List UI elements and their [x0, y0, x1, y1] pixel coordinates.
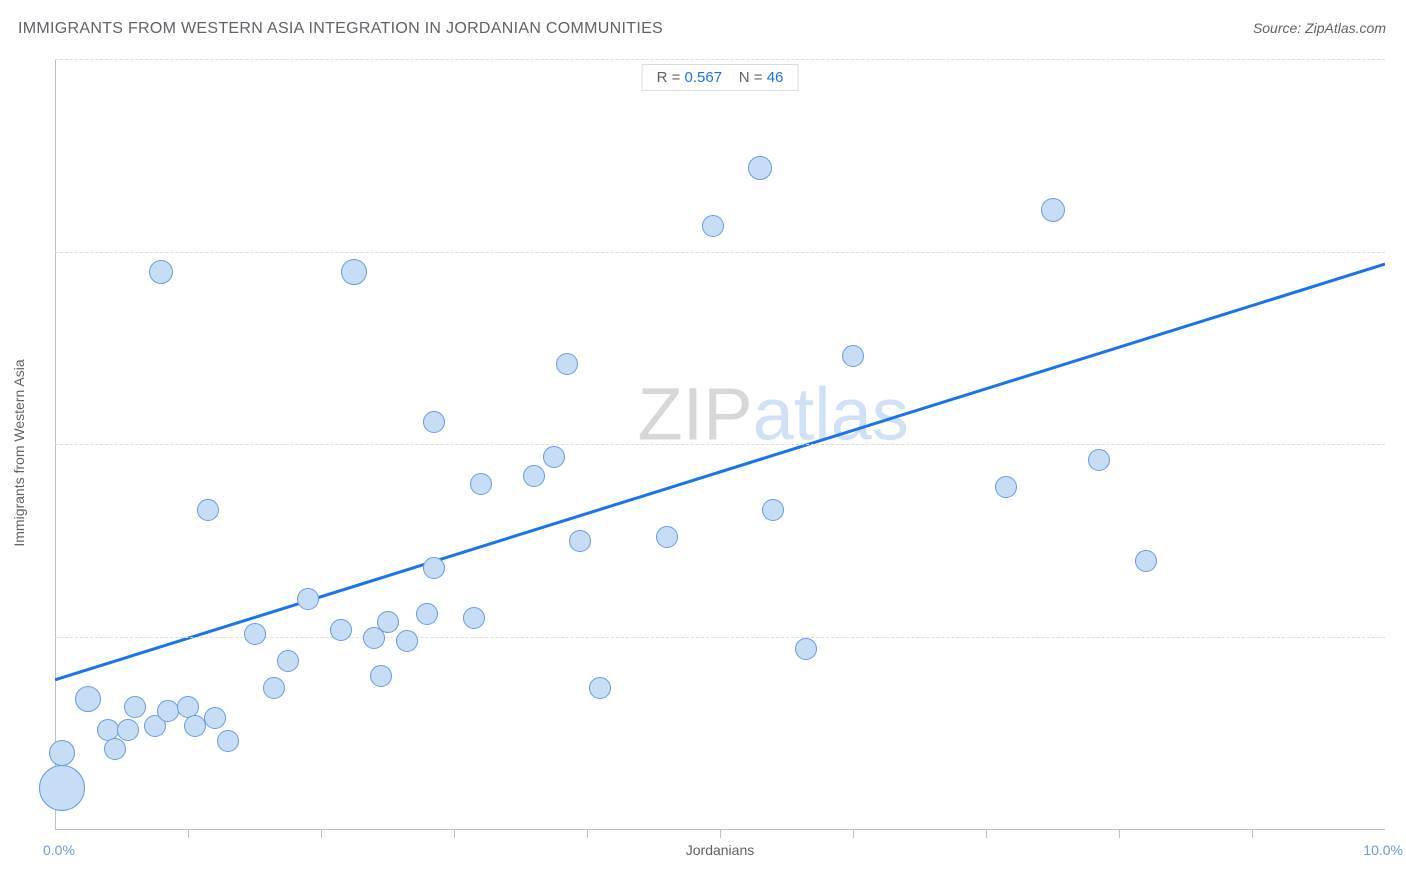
data-point: [423, 411, 445, 433]
x-tick: [853, 830, 854, 838]
data-point: [117, 719, 139, 741]
gridline: [55, 59, 1385, 60]
n-label: N =: [739, 69, 763, 86]
trendline-svg: [55, 60, 1385, 830]
data-point: [244, 623, 266, 645]
data-point: [277, 650, 299, 672]
x-tick: [1119, 830, 1120, 838]
y-tick-label: 5.0%: [1390, 437, 1406, 453]
data-point: [556, 353, 578, 375]
x-tick: [321, 830, 322, 838]
data-point: [217, 730, 239, 752]
y-tick-label: 7.5%: [1390, 245, 1406, 261]
data-point: [463, 607, 485, 629]
data-point: [748, 156, 772, 180]
data-point: [523, 465, 545, 487]
stats-box: R = 0.567 N = 46: [642, 64, 799, 91]
data-point: [656, 526, 678, 548]
data-point: [995, 476, 1017, 498]
x-axis-label: Jordanians: [686, 842, 755, 858]
data-point: [263, 677, 285, 699]
trendline: [55, 264, 1385, 680]
data-point: [157, 700, 179, 722]
data-point: [204, 707, 226, 729]
x-tick: [1252, 830, 1253, 838]
data-point: [396, 630, 418, 652]
r-value: 0.567: [685, 69, 723, 86]
data-point: [330, 619, 352, 641]
data-point: [543, 446, 565, 468]
data-point: [1135, 550, 1157, 572]
x-tick: [720, 830, 721, 838]
x-tick: [986, 830, 987, 838]
data-point: [370, 665, 392, 687]
data-point: [1088, 449, 1110, 471]
data-point: [470, 473, 492, 495]
data-point: [297, 588, 319, 610]
data-point: [49, 740, 75, 766]
data-point: [184, 715, 206, 737]
data-point: [702, 215, 724, 237]
x-tick: [587, 830, 588, 838]
data-point: [1041, 198, 1065, 222]
x-axis-max-label: 10.0%: [1363, 842, 1403, 858]
data-point: [589, 677, 611, 699]
data-point: [39, 765, 85, 811]
y-axis-label: Immigrants from Western Asia: [11, 359, 27, 546]
gridline: [55, 444, 1385, 445]
data-point: [149, 260, 173, 284]
source-label: Source: ZipAtlas.com: [1253, 20, 1386, 36]
y-tick-label: 10.0%: [1390, 52, 1406, 68]
data-point: [341, 259, 367, 285]
data-point: [762, 499, 784, 521]
r-label: R =: [657, 69, 681, 86]
data-point: [197, 499, 219, 521]
n-value: 46: [767, 69, 784, 86]
x-tick: [188, 830, 189, 838]
data-point: [377, 611, 399, 633]
x-axis-min-label: 0.0%: [43, 842, 75, 858]
data-point: [104, 738, 126, 760]
gridline: [55, 252, 1385, 253]
data-point: [569, 530, 591, 552]
data-point: [124, 696, 146, 718]
data-point: [795, 638, 817, 660]
x-tick: [454, 830, 455, 838]
data-point: [75, 686, 101, 712]
data-point: [423, 557, 445, 579]
y-axis-line: [55, 60, 56, 830]
y-tick-label: 2.5%: [1390, 630, 1406, 646]
chart-title: IMMIGRANTS FROM WESTERN ASIA INTEGRATION…: [18, 20, 663, 38]
data-point: [416, 603, 438, 625]
data-point: [842, 345, 864, 367]
scatter-plot: Immigrants from Western Asia Jordanians …: [55, 60, 1385, 830]
